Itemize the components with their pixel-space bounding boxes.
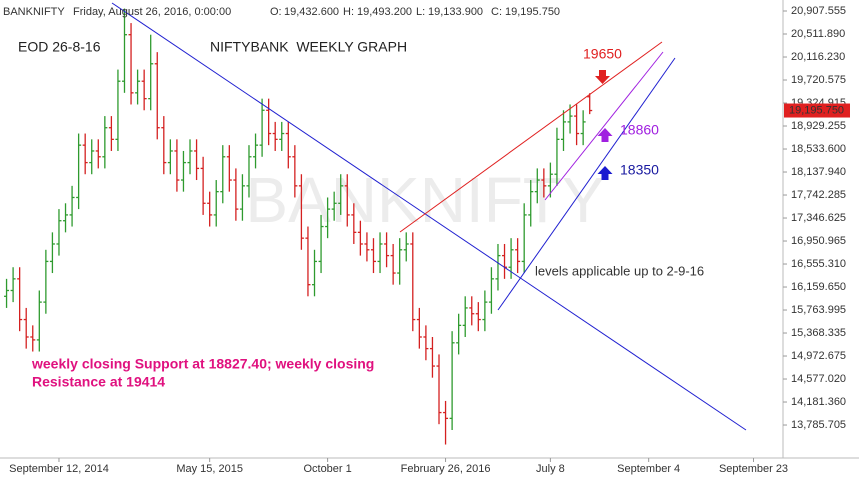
ohlc-value: 19,432.600 [284, 6, 339, 18]
header: BANKNIFTY Friday, August 26, 2016, 0:00:… [3, 6, 560, 18]
level-label: 18860 [620, 122, 659, 138]
annotations: EOD 26-8-16 NIFTYBANK WEEKLY GRAPH 19650… [18, 39, 704, 390]
y-tick-label: 16,159.650 [791, 281, 846, 293]
trend-lines [111, 2, 747, 431]
x-tick-label: September 4 [617, 463, 680, 475]
note: Resistance at 19414 [32, 374, 165, 390]
y-tick-label: 20,511.890 [791, 28, 845, 40]
y-tick-label: 14,577.020 [791, 373, 846, 385]
datetime: Friday, August 26, 2016, 0:00:00 [73, 6, 231, 18]
arrow [597, 166, 613, 180]
y-tick-label: 20,116.230 [791, 51, 845, 63]
validity-note: levels applicable up to 2-9-16 [535, 263, 704, 278]
x-tick-label: May 15, 2015 [176, 463, 243, 475]
x-tick-label: October 1 [303, 463, 351, 475]
arrow [597, 128, 613, 142]
y-tick-label: 13,785.705 [791, 419, 846, 431]
ohlc-key: O: [270, 6, 282, 18]
y-tick-label: 15,763.995 [791, 304, 846, 316]
ohlc-value: 19,493.200 [357, 6, 412, 18]
y-tick-label: 18,533.600 [791, 143, 846, 155]
last-price-label: 19,195.750 [789, 104, 844, 116]
trend-line [544, 51, 664, 201]
y-tick-label: 19,720.575 [791, 74, 846, 86]
x-tick-label: September 23 [719, 463, 788, 475]
level-label: 18350 [620, 162, 659, 178]
bars [4, 8, 593, 445]
trend-line [399, 41, 663, 233]
watermark-layer: BANKNIFTY [245, 164, 604, 236]
ohlc-key: C: [491, 6, 502, 18]
symbol: BANKNIFTY [3, 6, 65, 18]
level-label: 19650 [583, 46, 622, 62]
chart-title: NIFTYBANK WEEKLY GRAPH [210, 39, 407, 55]
y-tick-label: 14,972.675 [791, 350, 846, 362]
ohlc-key: L: [416, 6, 425, 18]
note: weekly closing Support at 18827.40; week… [31, 356, 374, 372]
x-tick-label: February 26, 2016 [401, 463, 491, 475]
y-tick-label: 18,137.940 [791, 166, 846, 178]
arrow [595, 70, 610, 84]
trend-line [497, 57, 676, 311]
y-tick-label: 18,929.255 [791, 120, 846, 132]
watermark: BANKNIFTY [245, 164, 604, 236]
y-tick-label: 14,181.360 [791, 396, 846, 408]
ohlc-value: 19,195.750 [505, 6, 560, 18]
y-tick-label: 15,368.335 [791, 327, 846, 339]
last-price-box [784, 103, 850, 118]
y-tick-label: 17,742.285 [791, 189, 846, 201]
y-tick-label: 17,346.625 [791, 212, 846, 224]
ohlc-value: 19,133.900 [428, 6, 483, 18]
y-tick-label: 16,950.965 [791, 235, 846, 247]
trend-line [111, 2, 747, 431]
x-tick-label: September 12, 2014 [9, 463, 109, 475]
ohlc-key: H: [343, 6, 354, 18]
x-tick-label: July 8 [536, 463, 565, 475]
date-note: EOD 26-8-16 [18, 39, 101, 55]
y-tick-label: 16,555.310 [791, 258, 846, 270]
y-tick-label: 20,907.555 [791, 5, 846, 17]
